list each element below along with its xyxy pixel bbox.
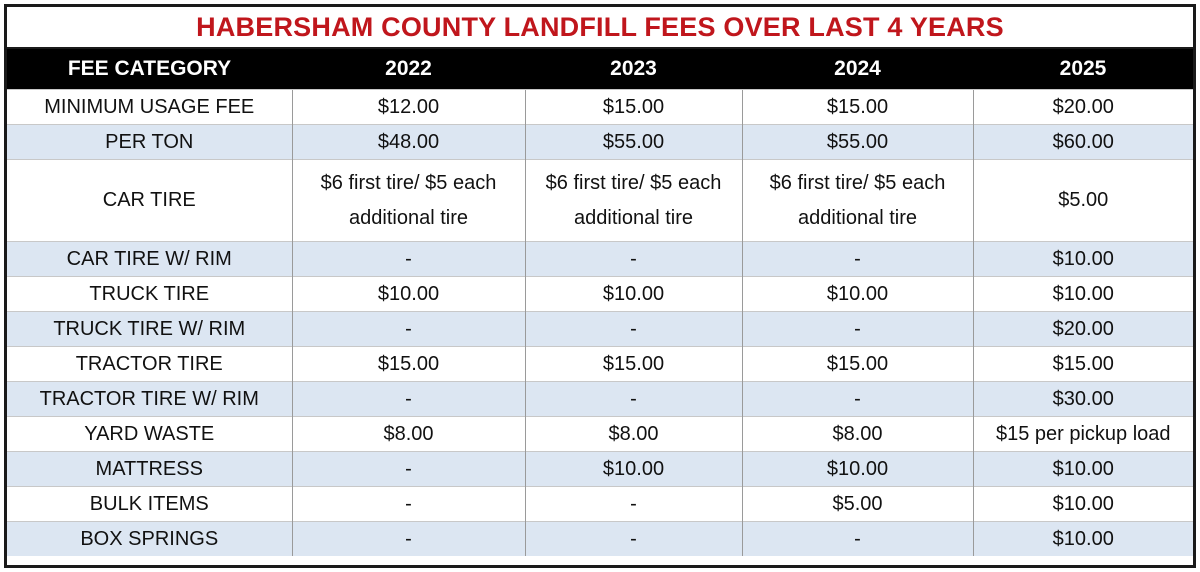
table-row: TRACTOR TIRE W/ RIM - - - $30.00 [7, 381, 1193, 417]
fee-2025-cell: $20.00 [972, 311, 1193, 347]
fee-2024-cell: $15.00 [741, 89, 973, 125]
table-row: TRUCK TIRE W/ RIM - - - $20.00 [7, 311, 1193, 347]
fee-2025-cell: $20.00 [972, 89, 1193, 125]
fee-2022-cell: - [291, 311, 525, 347]
fee-2023-cell: $6 first tire/ $5 each additional tire [524, 159, 742, 242]
table-row: CAR TIRE $6 first tire/ $5 each addition… [7, 159, 1193, 242]
fee-2025-cell: $10.00 [972, 276, 1193, 312]
fee-2025-cell: $10.00 [972, 521, 1193, 556]
fee-2023-cell: $10.00 [524, 276, 742, 312]
fee-2022-cell: $48.00 [291, 124, 525, 160]
fee-2025-cell: $15 per pickup load [972, 416, 1193, 452]
fee-2024-cell: $15.00 [741, 346, 973, 382]
fee-2023-cell: - [524, 381, 742, 417]
header-row: FEE CATEGORY 2022 2023 2024 2025 [7, 49, 1193, 90]
fee-2023-cell: $10.00 [524, 451, 742, 487]
fee-2025-cell: $30.00 [972, 381, 1193, 417]
fee-category-cell: TRUCK TIRE W/ RIM [7, 311, 292, 347]
fee-2025-cell: $15.00 [972, 346, 1193, 382]
fee-2023-cell: - [524, 311, 742, 347]
fee-2024-cell: $55.00 [741, 124, 973, 160]
header-2023: 2023 [525, 49, 742, 90]
fee-2023-cell: $15.00 [524, 89, 742, 125]
fee-2022-cell: - [291, 486, 525, 522]
table-row: TRUCK TIRE $10.00 $10.00 $10.00 $10.00 [7, 276, 1193, 312]
table-title: HABERSHAM COUNTY LANDFILL FEES OVER LAST… [7, 7, 1193, 49]
fee-2022-cell: $10.00 [291, 276, 525, 312]
table-row: BOX SPRINGS - - - $10.00 [7, 521, 1193, 556]
fee-2022-cell: - [291, 381, 525, 417]
fee-2024-cell: - [741, 311, 973, 347]
fee-2022-cell: - [291, 521, 525, 556]
header-fee-category: FEE CATEGORY [7, 49, 292, 90]
fee-category-cell: BOX SPRINGS [7, 521, 292, 556]
fee-2022-cell: - [291, 451, 525, 487]
fee-2022-cell: $12.00 [291, 89, 525, 125]
fee-2024-cell: - [741, 521, 973, 556]
table-row: MATTRESS - $10.00 $10.00 $10.00 [7, 451, 1193, 487]
table-row: CAR TIRE W/ RIM - - - $10.00 [7, 241, 1193, 277]
fee-2024-cell: $10.00 [741, 276, 973, 312]
fee-2023-cell: - [524, 486, 742, 522]
fee-2022-cell: - [291, 241, 525, 277]
table-row: YARD WASTE $8.00 $8.00 $8.00 $15 per pic… [7, 416, 1193, 452]
fee-2024-cell: $8.00 [741, 416, 973, 452]
fee-2022-cell: $6 first tire/ $5 each additional tire [291, 159, 525, 242]
header-2022: 2022 [292, 49, 525, 90]
fee-category-cell: CAR TIRE W/ RIM [7, 241, 292, 277]
fee-2022-cell: $8.00 [291, 416, 525, 452]
table-row: MINIMUM USAGE FEE $12.00 $15.00 $15.00 $… [7, 89, 1193, 125]
fee-category-cell: YARD WASTE [7, 416, 292, 452]
fee-table: FEE CATEGORY 2022 2023 2024 2025 MINIMUM… [7, 49, 1193, 556]
fee-category-cell: MATTRESS [7, 451, 292, 487]
fee-category-cell: CAR TIRE [7, 159, 292, 242]
table-row: TRACTOR TIRE $15.00 $15.00 $15.00 $15.00 [7, 346, 1193, 382]
fee-table-frame: HABERSHAM COUNTY LANDFILL FEES OVER LAST… [4, 4, 1196, 568]
fee-category-cell: TRUCK TIRE [7, 276, 292, 312]
fee-category-cell: MINIMUM USAGE FEE [7, 89, 292, 125]
fee-category-cell: PER TON [7, 124, 292, 160]
fee-2024-cell: $5.00 [741, 486, 973, 522]
fee-2024-cell: - [741, 241, 973, 277]
fee-2025-cell: $10.00 [972, 451, 1193, 487]
header-2025: 2025 [973, 49, 1193, 90]
fee-category-cell: TRACTOR TIRE [7, 346, 292, 382]
header-2024: 2024 [742, 49, 973, 90]
fee-2023-cell: - [524, 521, 742, 556]
fee-2024-cell: - [741, 381, 973, 417]
fee-2024-cell: $6 first tire/ $5 each additional tire [741, 159, 973, 242]
fee-2025-cell: $10.00 [972, 486, 1193, 522]
fee-2024-cell: $10.00 [741, 451, 973, 487]
fee-category-cell: BULK ITEMS [7, 486, 292, 522]
fee-2025-cell: $60.00 [972, 124, 1193, 160]
fee-2023-cell: $55.00 [524, 124, 742, 160]
fee-2025-cell: $5.00 [972, 159, 1193, 242]
table-row: PER TON $48.00 $55.00 $55.00 $60.00 [7, 124, 1193, 160]
fee-2025-cell: $10.00 [972, 241, 1193, 277]
fee-2022-cell: $15.00 [291, 346, 525, 382]
fee-category-cell: TRACTOR TIRE W/ RIM [7, 381, 292, 417]
table-row: BULK ITEMS - - $5.00 $10.00 [7, 486, 1193, 522]
fee-2023-cell: $8.00 [524, 416, 742, 452]
fee-2023-cell: - [524, 241, 742, 277]
fee-2023-cell: $15.00 [524, 346, 742, 382]
